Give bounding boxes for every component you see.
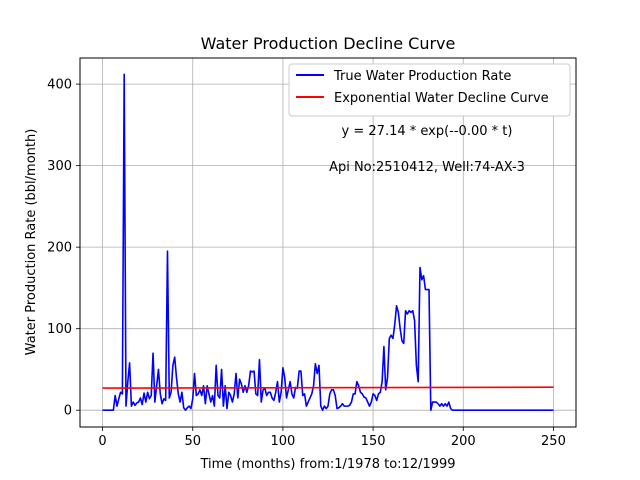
x-tick-label: 0: [98, 434, 106, 449]
x-tick-label: 100: [270, 434, 295, 449]
x-tick-label: 200: [451, 434, 476, 449]
y-tick-label: 300: [47, 159, 72, 174]
x-tick-label: 50: [184, 434, 201, 449]
series-layer: [102, 73, 554, 412]
y-tick-label: 200: [47, 241, 72, 256]
series-line-decline-curve: [102, 386, 554, 389]
legend-box: [288, 63, 571, 117]
x-axis-label: Time (months) from:1/1978 to:12/1999: [199, 457, 455, 472]
well-annotation: Api No:2510412, Well:74-AX-3: [329, 160, 525, 175]
y-axis-label: Water Production Rate (bbl/month): [24, 129, 39, 356]
plot-frame: [79, 57, 577, 428]
chart-title: Water Production Decline Curve: [201, 34, 456, 53]
legend: True Water Production Rate Exponential W…: [288, 63, 571, 117]
x-tick-label: 150: [361, 434, 386, 449]
legend-label-decline-curve: Exponential Water Decline Curve: [334, 91, 549, 106]
x-tick-label: 250: [541, 434, 566, 449]
y-tick-label: 100: [47, 322, 72, 337]
legend-label-true-rate: True Water Production Rate: [333, 69, 511, 84]
equation-annotation: y = 27.14 * exp(--0.00 * t): [342, 124, 513, 139]
axis-ticks: 0 50 100 150 200 250 0 100 200 300 400: [47, 78, 566, 449]
y-tick-label: 0: [64, 404, 72, 419]
y-tick-label: 400: [47, 78, 72, 93]
series-line-true-rate: [102, 73, 554, 412]
